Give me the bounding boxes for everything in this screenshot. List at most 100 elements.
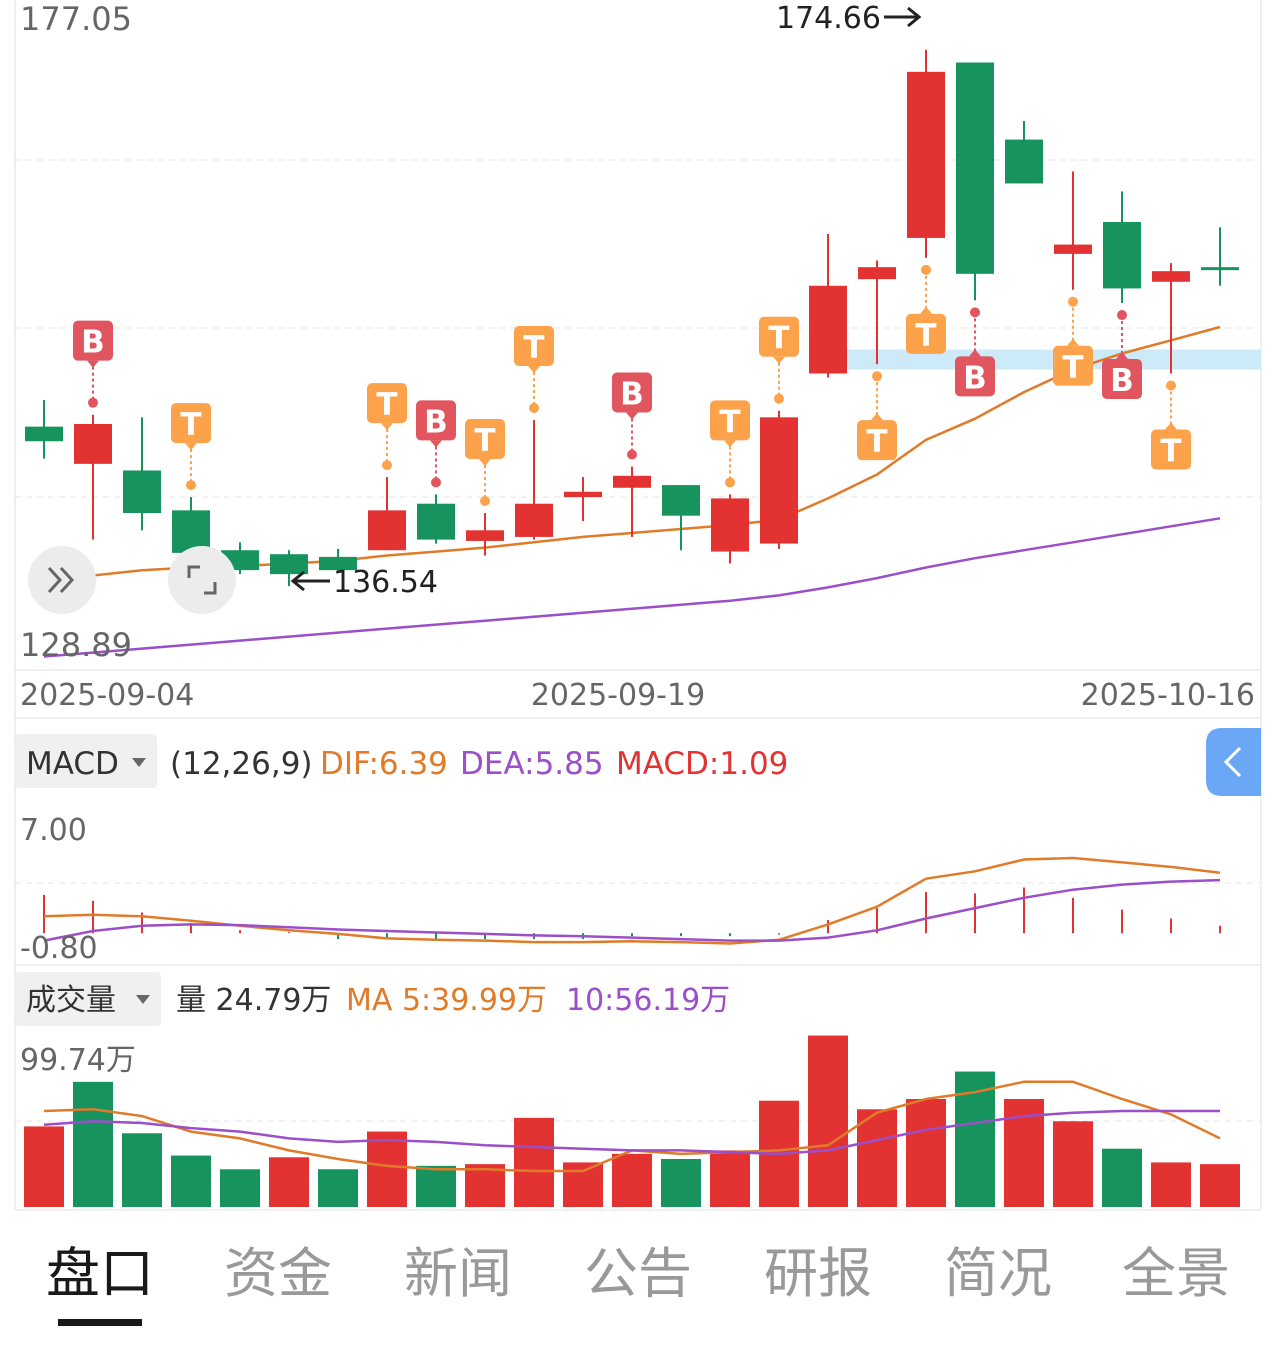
macd-selector-bg[interactable] [15,734,157,788]
bottom-tab-bar: 盘口 资金 新闻 公告 研报 简况 全景 [0,1215,1276,1355]
signal-box [906,313,946,354]
volume-bar [563,1162,603,1207]
low-arrow-head-icon [290,570,305,592]
volume-bar [465,1164,505,1207]
tab-xinwen[interactable]: 新闻 [404,1242,512,1305]
signal-dot [529,402,539,413]
t-signal-badge: T [906,264,946,354]
candlestick-layer[interactable] [25,49,1239,587]
signal-dot [186,480,196,491]
active-tab-indicator [58,1319,142,1326]
signal-dot [382,460,392,471]
candle [74,414,112,540]
buy-signal-badge: B [416,400,456,488]
signal-dot [1117,310,1127,321]
macd-params: (12,26,9) [170,746,313,782]
volume-bar [710,1150,750,1207]
t-signal-label: T [523,330,544,366]
chevron-left-icon [1223,746,1242,778]
signal-dot [480,496,490,507]
expand-button[interactable] [28,546,96,614]
signal-pointer [479,459,491,467]
t-signal-label: T [866,424,887,460]
tab-zijin[interactable]: 资金 [224,1242,332,1305]
candle [1005,120,1043,184]
volume-bar [367,1131,407,1207]
candle [760,410,798,549]
tab-pankou[interactable]: 盘口 [46,1242,154,1305]
t-signal-label: T [1062,350,1083,386]
tab-jiankuang[interactable]: 简况 [944,1242,1052,1305]
signal-dot [872,371,882,382]
signal-pointer [87,360,99,368]
candle-body [858,267,896,280]
signal-box [367,383,407,424]
volume-bar [612,1153,652,1207]
fullscreen-button[interactable] [168,546,236,614]
signal-dot [970,307,980,318]
tab-gonggao[interactable]: 公告 [584,1242,692,1305]
volume-current-value: 量 24.79万 [176,983,331,1018]
candle-body [1152,271,1190,282]
date-label-middle: 2025-09-19 [531,678,705,713]
signal-pointer [724,440,736,448]
buy-signal-badge: B [1102,310,1142,400]
volume-selector-bg[interactable] [15,972,161,1026]
highlight-band [809,349,1261,370]
signal-box [710,400,750,441]
signal-pointer [626,412,638,420]
volume-ma10-value: 10:56.19万 [566,983,730,1018]
volume-selector[interactable]: 成交量 [15,972,161,1026]
volume-layer[interactable] [24,1035,1240,1207]
candle [1103,191,1141,304]
side-panel-toggle-bg[interactable] [1206,728,1261,796]
caret-down-icon [136,995,150,1004]
t-signal-badge: T [1151,380,1191,470]
buy-signal-label: B [963,360,987,396]
candle [1152,263,1190,374]
side-panel-toggle-button[interactable] [1206,728,1261,796]
t-signal-badge: T [514,325,554,413]
volume-bar [1151,1162,1191,1207]
volume-bar [171,1155,211,1207]
volume-bar [661,1158,701,1207]
price-axis-bottom-label: 128.89 [20,626,132,664]
tab-quanjing[interactable]: 全景 [1122,1242,1230,1305]
candle [270,550,308,587]
candle [564,477,602,521]
low-annotation: 136.54 [290,565,438,600]
candle-body [760,417,798,544]
price-ma-long-line [43,517,1221,658]
signal-pointer [185,443,197,451]
buy-signal-label: B [424,404,448,440]
low-annotation-value: 136.54 [333,565,438,600]
candle-body [956,62,994,274]
candle [956,62,994,301]
signal-pointer [1116,352,1128,360]
signal-box [73,320,113,361]
candle-body [466,530,504,541]
t-signal-badge: T [759,316,799,404]
candle-body [123,470,161,514]
high-annotation: 174.66 [776,1,922,36]
candle-body [564,491,602,498]
candle-body [515,503,553,537]
fullscreen-button-bg[interactable] [168,546,236,614]
t-signal-label: T [768,321,789,357]
date-label-start: 2025-09-04 [20,678,194,713]
candle-body [1054,244,1092,254]
signal-box [857,420,897,461]
candle-body [417,503,455,540]
t-signal-label: T [719,404,740,440]
candle [613,466,651,537]
tab-yanbao[interactable]: 研报 [764,1242,872,1305]
macd-dea-line [43,878,1221,942]
signal-dot [431,477,441,488]
volume-bar [318,1169,358,1207]
volume-ma10-line [43,1109,1220,1156]
macd-selector[interactable]: MACD [15,734,157,788]
candle [711,494,749,564]
candle [172,497,210,561]
